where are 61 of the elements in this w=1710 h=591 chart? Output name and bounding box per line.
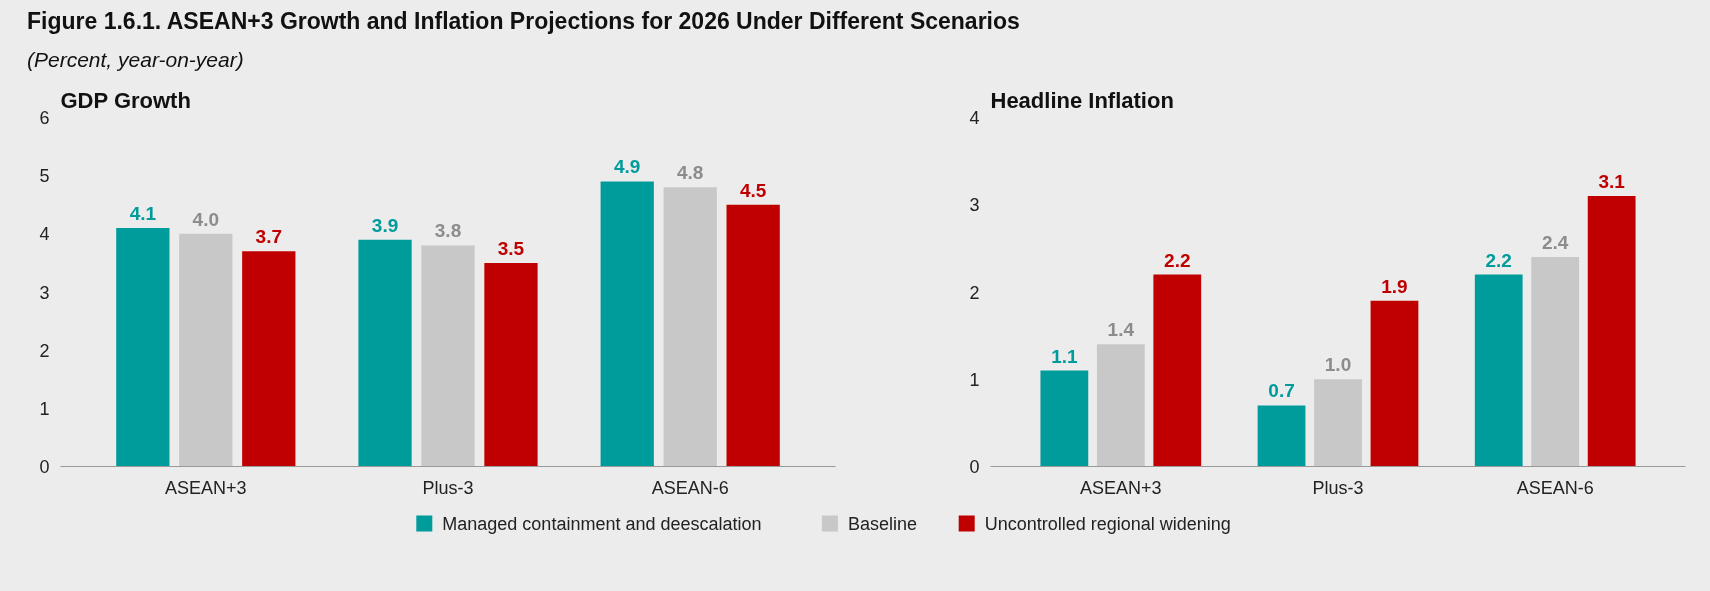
bar xyxy=(600,181,654,467)
text: Figure 1.6.1. ASEAN+3 Growth and Inflation Projections for 2026 Under Different Scenarios xyxy=(27,7,1020,36)
data-label: 3.9 xyxy=(371,214,399,236)
y-tick-label: 2 xyxy=(39,340,50,361)
data-label: 4.0 xyxy=(192,208,220,230)
data-label: 3.8 xyxy=(434,220,462,242)
bar xyxy=(1314,379,1362,467)
y-tick-label: 2 xyxy=(969,282,980,303)
bar xyxy=(1257,405,1306,467)
bar xyxy=(1153,274,1202,467)
bar xyxy=(358,239,412,467)
bar xyxy=(1587,196,1636,467)
data-label: 1.4 xyxy=(1107,319,1135,341)
legend-label: Managed containment and deescalation xyxy=(442,513,762,534)
x-tick-label: ASEAN+3 xyxy=(1080,477,1162,498)
data-label: 2.4 xyxy=(1541,232,1569,254)
bar xyxy=(1474,274,1523,467)
y-tick-label: 1 xyxy=(969,369,980,390)
data-label: 3.7 xyxy=(255,226,282,248)
bar xyxy=(1370,300,1419,467)
data-label: 0.7 xyxy=(1268,380,1295,402)
x-tick-label: Plus-3 xyxy=(1312,477,1364,498)
bar xyxy=(179,233,233,467)
data-label: 2.2 xyxy=(1485,249,1512,271)
y-tick-label: 3 xyxy=(39,282,50,303)
data-label: 4.8 xyxy=(676,162,704,184)
bar xyxy=(726,204,780,467)
bar xyxy=(116,228,170,467)
bar xyxy=(421,245,475,467)
data-label: 4.9 xyxy=(614,156,641,178)
y-tick-label: 0 xyxy=(969,457,980,477)
text: (Percent, year-on-year) xyxy=(27,47,244,73)
legend-label: Baseline xyxy=(847,513,917,534)
data-label: 1.9 xyxy=(1381,275,1408,297)
data-label: 4.5 xyxy=(739,179,767,201)
data-label: 1.1 xyxy=(1051,345,1078,367)
x-tick-label: ASEAN-6 xyxy=(1516,477,1594,498)
data-label: 4.1 xyxy=(129,203,157,225)
data-label: 2.2 xyxy=(1164,249,1191,271)
y-tick-label: 1 xyxy=(39,398,50,419)
y-tick-label: 4 xyxy=(39,224,50,245)
chart-title: Headline Inflation xyxy=(990,87,1174,113)
x-tick-label: ASEAN-6 xyxy=(651,477,729,498)
data-label: 3.5 xyxy=(497,237,525,259)
y-tick-label: 6 xyxy=(39,108,50,128)
bar xyxy=(484,262,538,467)
bar xyxy=(1096,344,1145,467)
data-label: 1.0 xyxy=(1324,354,1352,376)
bar xyxy=(1040,370,1089,467)
y-tick-label: 4 xyxy=(969,108,980,128)
chart-title: GDP Growth xyxy=(60,87,191,113)
x-tick-label: ASEAN+3 xyxy=(165,477,247,498)
y-tick-label: 0 xyxy=(39,457,50,477)
y-tick-label: 3 xyxy=(969,195,980,216)
bar xyxy=(1531,257,1580,467)
bar xyxy=(242,251,296,467)
y-tick-label: 5 xyxy=(39,166,50,187)
x-tick-label: Plus-3 xyxy=(422,477,474,498)
bar xyxy=(663,187,717,467)
data-label: 3.1 xyxy=(1598,171,1626,193)
legend-label: Uncontrolled regional widening xyxy=(984,513,1231,534)
